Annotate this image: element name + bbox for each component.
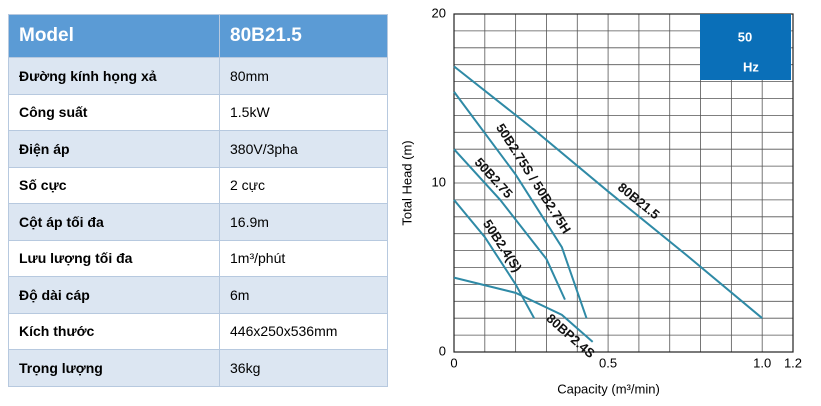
table-cell: 2 cực: [219, 166, 388, 204]
table-row: Cột áp tối đa 16.9m: [8, 203, 388, 241]
x-axis-label: Capacity (m³/min): [557, 381, 660, 396]
badge-unit: Hz: [743, 59, 759, 74]
series-line: [453, 276, 594, 343]
y-tick-label: 0: [439, 343, 446, 358]
badge-box: [700, 14, 791, 80]
table-row: Kích thước 446x250x536mm: [8, 312, 388, 350]
table-row: Lưu lượng tối đa 1m³/phút: [8, 239, 388, 277]
table-row: Độ dài cáp 6m: [8, 276, 388, 314]
x-tick-label: 1.0: [753, 355, 771, 370]
table-row: Số cực 2 cực: [8, 166, 388, 204]
table-row: Đường kính họng xả 80mm: [8, 57, 388, 95]
table-cell: 80mm: [219, 57, 388, 95]
table-cell: 446x250x536mm: [219, 312, 388, 350]
table-cell: Độ dài cáp: [8, 276, 220, 314]
table-cell: Trọng lượng: [8, 349, 220, 387]
table-cell: Model: [8, 14, 220, 58]
table-cell: 380V/3pha: [219, 130, 388, 168]
x-tick-label: 1.2: [784, 355, 802, 370]
table-row: Điện áp 380V/3pha: [8, 130, 388, 168]
table-row: Công suất 1.5kW: [8, 93, 388, 131]
table-cell: 16.9m: [219, 203, 388, 241]
plot-frame: [453, 13, 794, 353]
table-cell: Lưu lượng tối đa: [8, 239, 220, 277]
series-line: [453, 148, 566, 301]
x-tick-label: 0.5: [599, 355, 617, 370]
table-cell: 1m³/phút: [219, 239, 388, 277]
table-cell: Cột áp tối đa: [8, 203, 220, 241]
badge-main: 50: [738, 29, 752, 44]
table-cell: 80B21.5: [219, 14, 388, 58]
series-line: [453, 91, 588, 319]
x-tick-label: 0: [450, 355, 457, 370]
series-line: [453, 199, 536, 319]
y-tick-label: 20: [432, 5, 446, 20]
table-cell: Công suất: [8, 93, 220, 131]
y-axis-label: Total Head (m): [399, 140, 414, 225]
table-cell: Kích thước: [8, 312, 220, 350]
table-cell: 6m: [219, 276, 388, 314]
spec-table: Model 80B21.5 Đường kính họng xả 80mm Công s…: [8, 14, 388, 387]
table-cell: Số cực: [8, 166, 220, 204]
table-row: Trọng lượng 36kg: [8, 349, 388, 387]
table-cell: Điện áp: [8, 130, 220, 168]
table-cell: 36kg: [219, 349, 388, 387]
table-cell: Đường kính họng xả: [8, 57, 220, 95]
table-cell: 1.5kW: [219, 93, 388, 131]
series-line: [453, 65, 763, 319]
table-row: Model 80B21.5: [8, 14, 388, 58]
y-tick-label: 10: [432, 174, 446, 189]
